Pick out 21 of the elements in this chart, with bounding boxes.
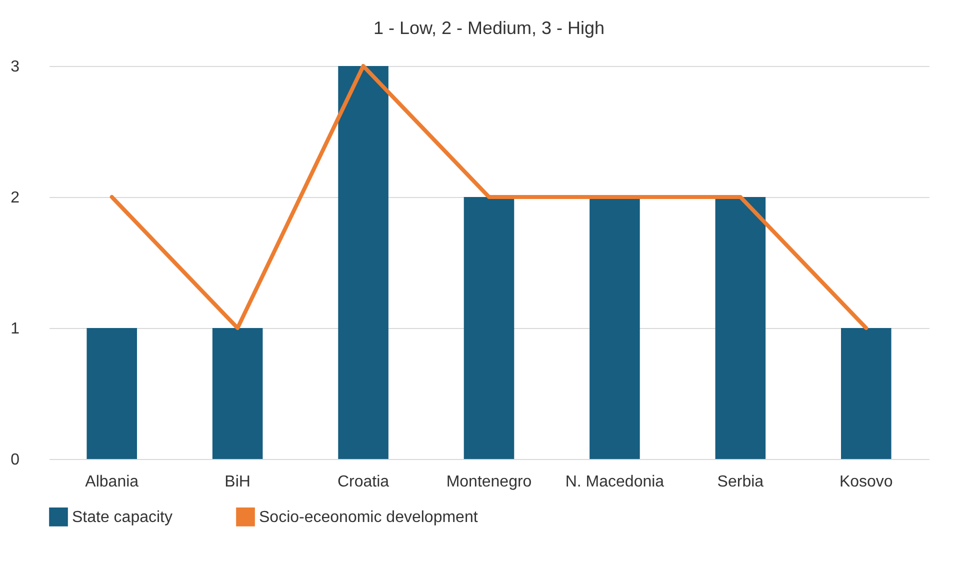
x-tick-label: Montenegro [446, 474, 532, 490]
x-tick-label: Albania [85, 474, 139, 490]
x-tick-label: Croatia [337, 474, 390, 490]
chart-title: 1 - Low, 2 - Medium, 3 - High [373, 18, 605, 38]
bar [715, 197, 766, 459]
y-tick-label: 0 [10, 452, 20, 468]
x-tick-label: BiH [224, 474, 250, 490]
legend-label: Socio-eceonomic development [259, 508, 478, 526]
bar [338, 66, 388, 459]
bar [590, 197, 640, 459]
x-tick-label: Kosovo [839, 474, 893, 490]
y-tick-label: 2 [10, 190, 20, 206]
legend-label: State capacity [72, 508, 172, 526]
bar [86, 328, 137, 459]
bar [212, 328, 263, 459]
bar [841, 328, 892, 459]
y-tick-label: 3 [10, 58, 20, 76]
x-tick-label: N. Macedonia [565, 474, 664, 490]
bar [464, 197, 514, 459]
x-tick-label: Serbia [717, 474, 764, 490]
y-tick-label: 1 [10, 320, 20, 338]
